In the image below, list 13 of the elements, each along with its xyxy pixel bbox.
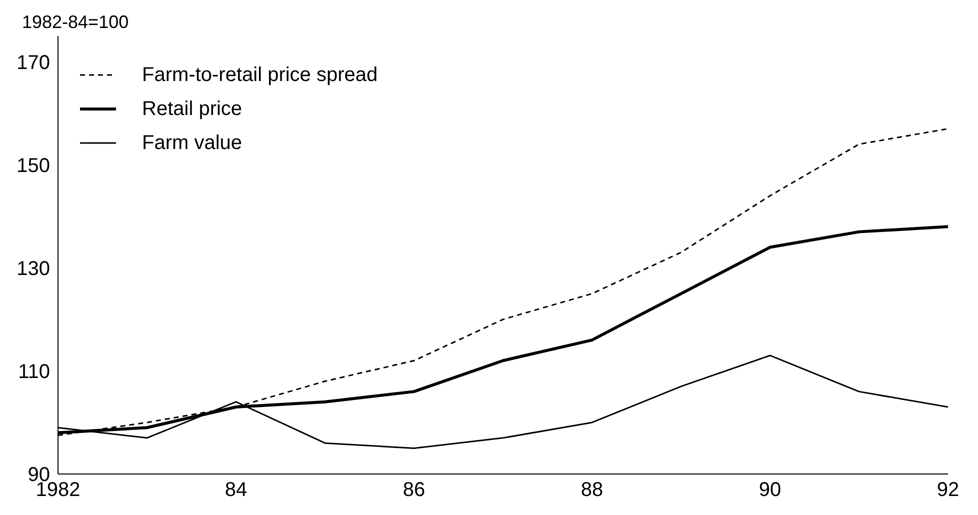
x-tick-label: 84: [224, 479, 248, 502]
x-tick-label: 92: [936, 479, 960, 502]
x-tick-label: 88: [580, 479, 604, 502]
legend-label: Farm value: [142, 132, 242, 154]
x-tick-label: 90: [758, 479, 782, 502]
legend-label: Retail price: [142, 98, 242, 120]
x-tick-label: 86: [402, 479, 426, 502]
legend-label: Farm-to-retail price spread: [142, 64, 378, 86]
y-tick-label: 110: [18, 361, 50, 384]
y-tick-label: 150: [16, 154, 50, 177]
y-tick-label: 130: [16, 258, 50, 280]
y-tick-label: 170: [16, 52, 50, 74]
y-axis-title: 1982-84=100: [22, 12, 129, 33]
